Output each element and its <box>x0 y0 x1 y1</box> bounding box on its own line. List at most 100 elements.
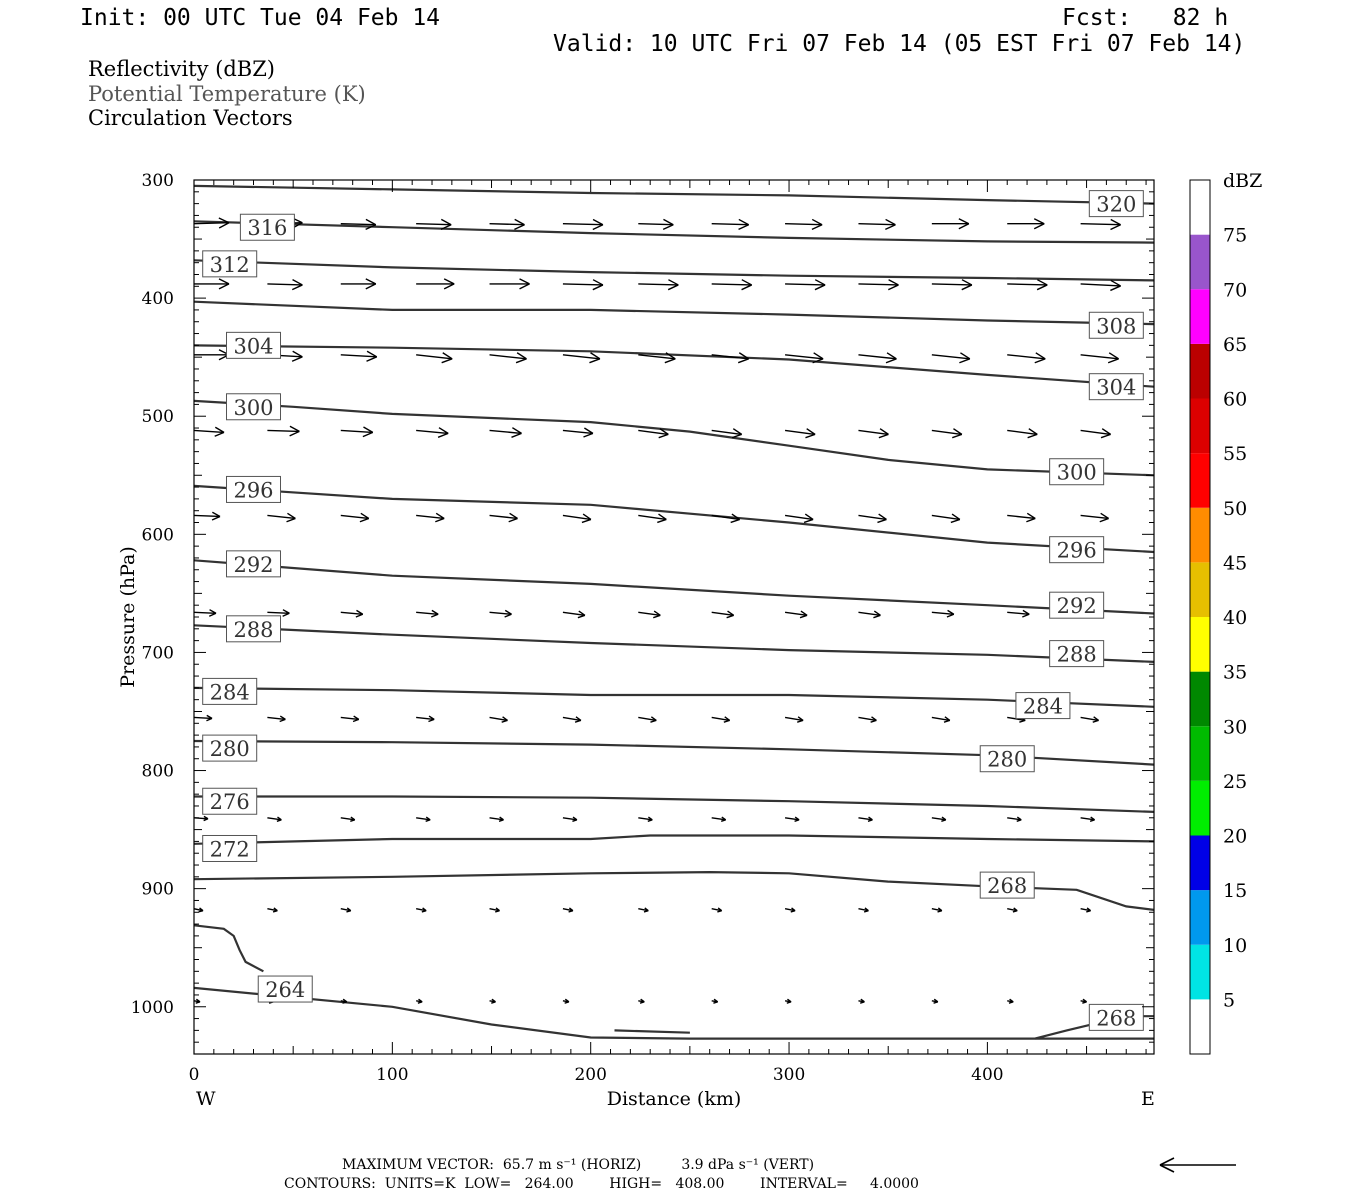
x-axis-east-label: E <box>1141 1088 1155 1110</box>
y-tick-label: 800 <box>142 762 174 782</box>
wind-vector <box>858 218 896 231</box>
colorbar-bin <box>1190 180 1210 235</box>
isentrope-312 <box>194 259 1154 282</box>
wind-vector <box>785 279 826 291</box>
colorbar-label: 40 <box>1223 607 1247 629</box>
wind-vector <box>1080 907 1092 913</box>
circulation-vectors <box>194 217 1121 1004</box>
wind-vector <box>489 816 504 822</box>
colorbar-label: 15 <box>1223 880 1247 902</box>
wind-vector <box>267 279 303 291</box>
colorbar-label: 20 <box>1223 826 1247 848</box>
y-tick-label: 500 <box>142 407 174 427</box>
wind-vector <box>562 513 592 524</box>
wind-vector <box>1080 512 1109 523</box>
wind-vector <box>1080 279 1121 292</box>
wind-vector <box>416 816 431 822</box>
colorbar-label: 25 <box>1223 771 1247 793</box>
contour-label-box <box>1049 536 1105 564</box>
x-axis-west-label: W <box>196 1088 216 1110</box>
colorbar-bin <box>1190 562 1210 617</box>
wind-vector <box>194 609 217 617</box>
wind-vector <box>489 352 527 364</box>
wind-vector <box>1007 279 1048 291</box>
axis-tick-labels: 0 100 200 300 400 300 400 500 600 700 800 900 1000 <box>131 171 1004 1085</box>
wind-vector <box>931 279 973 291</box>
isentrope-labels: 320 316 312 308 304 304 300 300 296 296 292 292 288 2… <box>202 190 1144 1031</box>
contour-label-box <box>1088 373 1144 401</box>
contour-label-box <box>1049 640 1105 668</box>
colorbar-bin <box>1190 343 1210 399</box>
wind-vector <box>858 610 881 619</box>
colorbar-bin <box>1190 780 1210 836</box>
colorbar-bin <box>1190 671 1210 727</box>
contour-label: 268 <box>1096 1006 1136 1030</box>
isentrope-276 <box>194 795 1154 813</box>
y-axis-title: Pressure (hPa) <box>117 546 139 688</box>
wind-vector <box>194 217 230 229</box>
contour-label: 300 <box>233 396 273 420</box>
isentrope-316 <box>194 220 1154 244</box>
contour-label: 284 <box>210 680 250 704</box>
wind-vector <box>784 610 808 619</box>
colorbar-bin <box>1190 890 1210 945</box>
contour-label: 300 <box>1057 461 1097 485</box>
isentrope-292 <box>194 559 1154 615</box>
y-tick-label: 700 <box>142 643 174 663</box>
contour-label: 288 <box>233 618 273 642</box>
wind-vector <box>562 816 578 822</box>
contour-label: 320 <box>1096 193 1136 217</box>
wind-vector <box>711 279 753 291</box>
wind-vector <box>711 218 750 231</box>
contour-label: 268 <box>987 874 1027 898</box>
x-tick-label: 0 <box>189 1065 200 1085</box>
wind-vector <box>638 816 653 822</box>
wind-vector <box>340 715 360 723</box>
wind-vector <box>194 815 209 822</box>
wind-vector <box>489 609 512 618</box>
contour-label: 292 <box>1057 594 1097 618</box>
colorbar-bin <box>1190 835 1210 891</box>
y-tick-label: 600 <box>142 525 174 545</box>
wind-vector <box>711 513 741 524</box>
wind-vector <box>416 907 427 913</box>
contour-label: 292 <box>233 553 273 577</box>
isentrope-contours <box>194 184 1154 1040</box>
wind-vector <box>784 428 816 439</box>
colorbar-bin <box>1190 617 1210 672</box>
wind-vector <box>711 716 731 723</box>
wind-vector <box>340 907 352 913</box>
isentrope-segment <box>194 924 264 973</box>
contour-label: 280 <box>987 748 1027 772</box>
wind-vector <box>194 511 221 521</box>
wind-vector <box>562 218 604 231</box>
wind-vector <box>416 218 452 231</box>
wind-vector <box>416 512 445 523</box>
reflectivity-colorbar: 5 10 15 20 25 30 35 40 45 50 55 60 65 70 75 <box>1189 179 1247 1055</box>
y-tick-label: 1000 <box>131 998 174 1018</box>
wind-vector <box>858 513 887 524</box>
wind-vector <box>784 907 796 913</box>
wind-vector <box>858 998 865 1004</box>
wind-vector <box>562 998 570 1004</box>
contour-label: 272 <box>210 837 250 861</box>
contour-label-box <box>202 677 258 705</box>
isentrope-264 <box>194 986 1154 1040</box>
contour-label-box <box>226 615 282 643</box>
isentrope-296 <box>194 484 1154 554</box>
contour-label-box <box>1088 190 1144 218</box>
contour-label-box <box>226 331 282 359</box>
wind-vector <box>1007 609 1030 618</box>
contour-label: 276 <box>210 790 250 814</box>
wind-vector <box>267 816 282 822</box>
isentrope-300 <box>194 399 1154 477</box>
wind-vector <box>267 609 290 617</box>
contour-label: 264 <box>265 978 305 1002</box>
x-tick-label: 300 <box>773 1065 805 1085</box>
isentrope-320 <box>194 184 1154 205</box>
wind-vector <box>1080 428 1112 439</box>
colorbar-label: 5 <box>1223 989 1235 1011</box>
wind-vector <box>489 278 530 290</box>
contour-label: 308 <box>1096 314 1136 338</box>
